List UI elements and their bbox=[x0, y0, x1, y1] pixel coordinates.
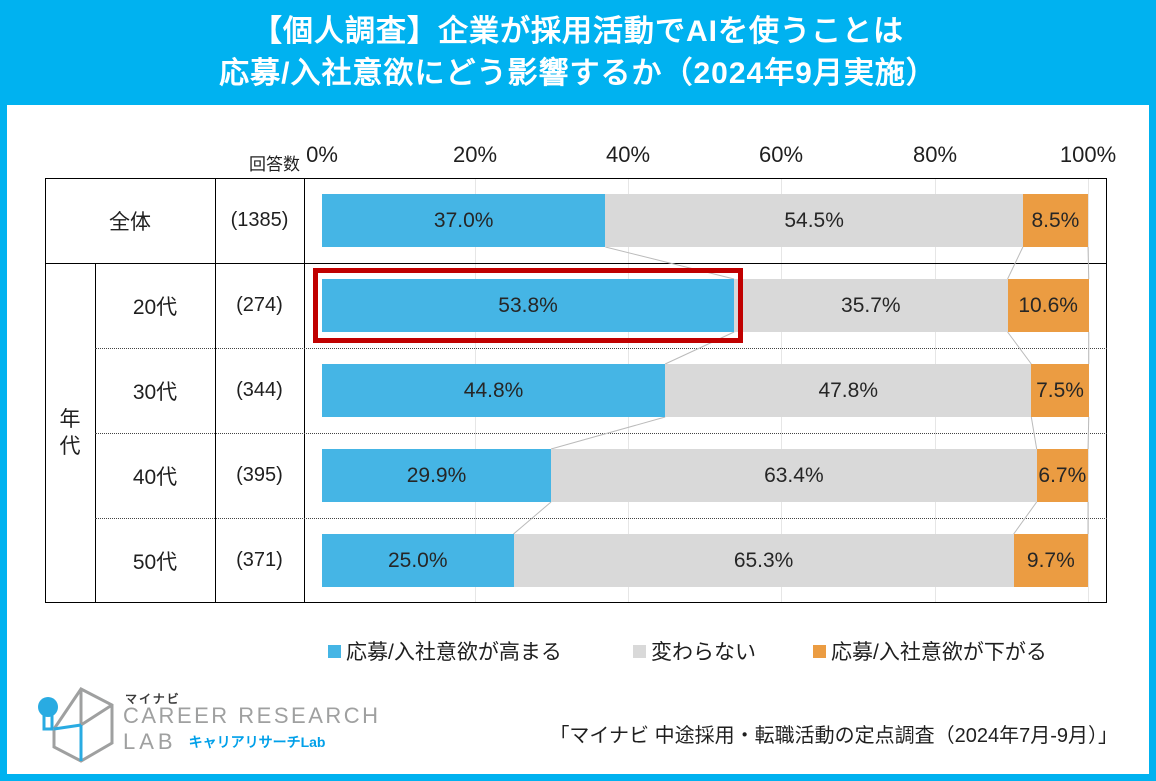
row-label-total: 全体 bbox=[109, 210, 151, 234]
row-label-40s: 40代 bbox=[132, 465, 178, 489]
legend-label-increase: 応募/入社意欲が高まる bbox=[346, 641, 562, 664]
legend-swatch-orange bbox=[813, 644, 826, 658]
row-count-total: (1385) bbox=[230, 209, 289, 231]
table-hline-40-50 bbox=[95, 518, 1107, 519]
legend-label-no-change: 変わらない bbox=[651, 641, 756, 664]
highlight-box-20s-increase bbox=[313, 268, 744, 343]
legend-swatch-gray bbox=[633, 644, 646, 658]
row-label-20s: 20代 bbox=[132, 295, 178, 319]
table-hline-total bbox=[45, 263, 1107, 264]
legend-item-increase: 応募/入社意欲が高まる bbox=[328, 636, 562, 666]
table-hline-20-30 bbox=[95, 348, 1107, 349]
legend-item-no-change: 変わらない bbox=[633, 636, 756, 666]
legend-item-decrease: 応募/入社意欲が下がる bbox=[813, 636, 1047, 666]
page-title-line2: 応募/入社意欲にどう影響するか（2024年9月実施） bbox=[219, 56, 937, 90]
logo-brand-career-research: CAREER RESEARCH bbox=[123, 703, 381, 728]
row-count-40s: (395) bbox=[236, 464, 283, 486]
page-title-line1: 【個人調査】企業が採用活動でAIを使うことは bbox=[252, 14, 904, 48]
axis-tick-80: 80% bbox=[912, 142, 958, 167]
title-band: 【個人調査】企業が採用活動でAIを使うことは 応募/入社意欲にどう影響するか（2… bbox=[0, 0, 1156, 105]
row-label-50s: 50代 bbox=[132, 550, 178, 574]
axis-tick-20: 20% bbox=[452, 142, 498, 167]
row-count-20s: (274) bbox=[236, 294, 283, 316]
axis-tick-60: 60% bbox=[758, 142, 804, 167]
logo-brand-lab: LAB bbox=[123, 729, 177, 754]
legend-swatch-blue bbox=[328, 644, 341, 658]
logo-brand-lab-row: LAB キャリアリサーチLab bbox=[123, 729, 325, 755]
logo-brand-japanese: キャリアリサーチLab bbox=[188, 734, 326, 750]
row-label-30s: 30代 bbox=[132, 380, 178, 404]
legend-label-decrease: 応募/入社意欲が下がる bbox=[831, 641, 1047, 664]
axis-tick-100: 100% bbox=[1059, 142, 1117, 167]
respondents-column-header: 回答数 bbox=[249, 155, 300, 174]
source-citation: 「マイナビ 中途採用・転職活動の定点調査（2024年7月-9月）」 bbox=[549, 725, 1118, 747]
table-vline-count bbox=[215, 178, 216, 603]
group-header-age: 年代 bbox=[59, 408, 81, 458]
row-count-30s: (344) bbox=[236, 379, 283, 401]
axis-tick-0: 0% bbox=[306, 142, 338, 167]
logo-brand-small: マイナビ bbox=[125, 692, 181, 706]
table-frame bbox=[45, 178, 1107, 603]
row-count-50s: (371) bbox=[236, 549, 283, 571]
axis-tick-40: 40% bbox=[605, 142, 651, 167]
career-research-lab-logo-icon bbox=[38, 687, 114, 763]
table-vline-chart bbox=[304, 178, 305, 603]
